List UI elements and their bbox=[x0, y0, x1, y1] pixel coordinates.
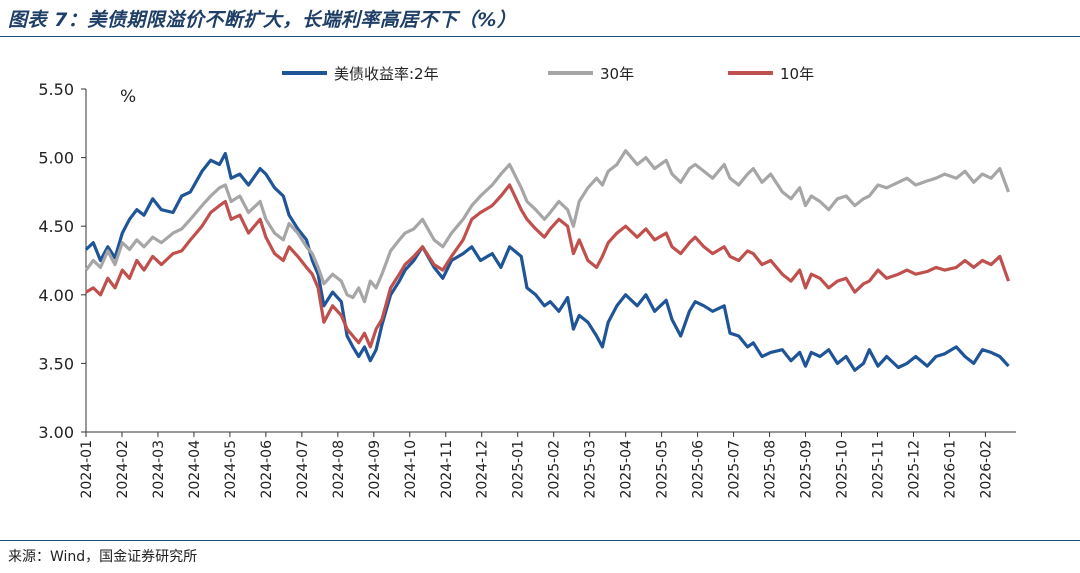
series-line-美债收益率:2年 bbox=[84, 151, 1010, 372]
x-tick-label: 2024-09 bbox=[367, 440, 383, 499]
x-tick-label: 2026-01 bbox=[942, 440, 958, 499]
x-tick-label: 2025-09 bbox=[799, 440, 815, 499]
y-axis-ticks: 3.00 3.50 4.00 4.50 5.00 5.50 bbox=[38, 80, 86, 442]
unit-label: % bbox=[120, 87, 136, 107]
x-axis-ticks: 2024-01 2024-02 2024-03 2024-04 2024-05 2024-… bbox=[79, 432, 994, 499]
chart-title: 图表 7：美债期限溢价不断扩大，长端利率高居不下（%） bbox=[8, 9, 517, 31]
x-tick-label: 2024-07 bbox=[295, 440, 311, 499]
x-tick-label: 2024-06 bbox=[259, 440, 275, 499]
x-tick-label: 2024-10 bbox=[403, 440, 419, 499]
series-lines bbox=[84, 149, 1011, 372]
x-tick-label: 2024-02 bbox=[115, 440, 131, 499]
x-tick-label: 2025-08 bbox=[763, 440, 779, 499]
x-tick-label: 2025-04 bbox=[619, 440, 635, 499]
x-tick-label: 2025-01 bbox=[511, 440, 527, 499]
source-divider bbox=[0, 540, 1080, 541]
legend-label: 30年 bbox=[600, 65, 634, 83]
x-tick-label: 2024-08 bbox=[331, 440, 347, 499]
x-tick-label: 2025-05 bbox=[655, 440, 671, 499]
x-tick-label: 2024-01 bbox=[79, 440, 95, 499]
y-tick-label: 4.50 bbox=[38, 217, 74, 236]
legend: 美债收益率:2年 30年 10年 bbox=[282, 65, 814, 83]
title-divider bbox=[0, 36, 1080, 37]
source-note: 来源：Wind，国金证券研究所 bbox=[8, 549, 198, 565]
x-tick-label: 2025-12 bbox=[906, 440, 922, 499]
x-tick-label: 2025-10 bbox=[835, 440, 851, 499]
x-tick-label: 2024-12 bbox=[475, 440, 491, 499]
y-tick-label: 4.00 bbox=[38, 286, 74, 305]
legend-label: 10年 bbox=[780, 65, 814, 83]
x-tick-label: 2024-04 bbox=[187, 440, 203, 499]
x-tick-label: 2024-05 bbox=[223, 440, 239, 499]
x-tick-label: 2025-07 bbox=[727, 440, 743, 499]
x-tick-label: 2025-03 bbox=[583, 440, 599, 499]
x-tick-label: 2025-02 bbox=[547, 440, 563, 499]
y-tick-label: 3.50 bbox=[38, 354, 74, 373]
x-tick-label: 2024-03 bbox=[151, 440, 167, 499]
series-line-30年 bbox=[84, 149, 1010, 304]
x-tick-label: 2026-02 bbox=[978, 440, 994, 499]
y-tick-label: 5.50 bbox=[38, 80, 74, 99]
series-line-10年 bbox=[85, 183, 1011, 349]
x-tick-label: 2025-11 bbox=[870, 440, 886, 499]
x-tick-label: 2024-11 bbox=[439, 440, 455, 499]
legend-label: 美债收益率:2年 bbox=[334, 65, 439, 83]
y-tick-label: 3.00 bbox=[38, 423, 74, 442]
y-tick-label: 5.00 bbox=[38, 149, 74, 168]
title-bar: 图表 7：美债期限溢价不断扩大，长端利率高居不下（%） bbox=[0, 0, 1080, 36]
x-tick-label: 2025-06 bbox=[691, 440, 707, 499]
line-chart: 3.003.504.004.505.005.50 2024-01 2024-02 2… bbox=[38, 65, 1016, 499]
chart-axes bbox=[85, 89, 1016, 433]
